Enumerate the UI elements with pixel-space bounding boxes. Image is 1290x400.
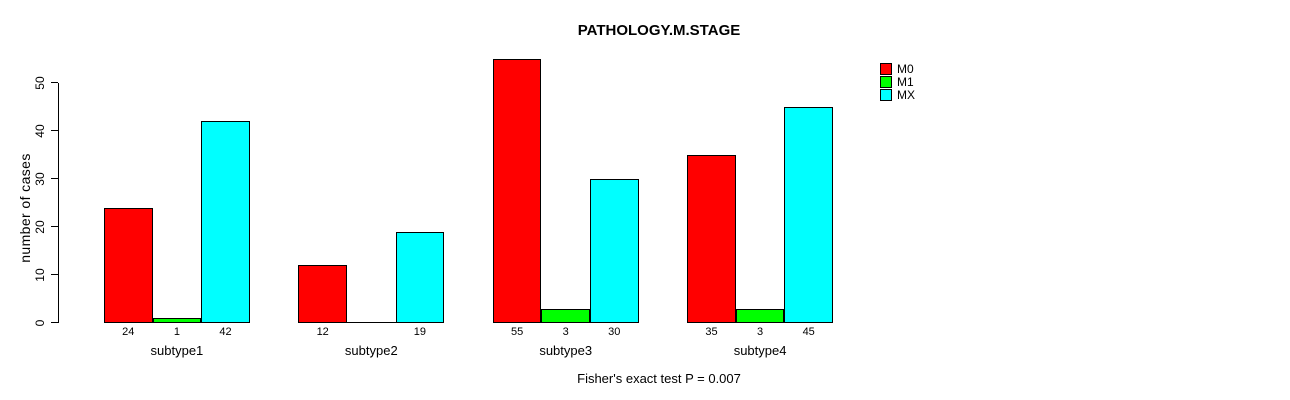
legend-swatch-mx [880, 88, 892, 101]
y-tick-label: 10 [33, 268, 47, 282]
y-tick-label: 40 [33, 124, 47, 138]
y-tick-label: 50 [33, 76, 47, 90]
y-tick [51, 130, 58, 131]
legend-item-m0: M0 [880, 62, 915, 75]
bar-subtype2-m0 [298, 265, 347, 323]
y-tick [51, 82, 58, 83]
legend-item-mx: MX [880, 88, 915, 101]
bar-subtype3-mx [590, 179, 639, 323]
bar-subtype4-mx [784, 107, 833, 323]
bar-subtype4-m1 [735, 308, 785, 323]
y-axis-title: number of cases [17, 153, 33, 263]
legend-swatch-m1 [880, 75, 892, 88]
bar-value-label: 35 [705, 326, 718, 338]
legend: M0 M1 MX [880, 62, 915, 101]
legend-label-mx: MX [897, 87, 915, 102]
bar-subtype1-m0 [104, 207, 153, 323]
bar-value-label: 24 [122, 326, 135, 338]
legend-swatch-m0 [880, 62, 892, 75]
y-tick [51, 274, 58, 275]
bar-value-label: 3 [562, 326, 569, 338]
category-label-subtype4: subtype4 [733, 343, 787, 358]
y-tick-label: 0 [33, 319, 47, 327]
chart-title: PATHOLOGY.M.STAGE [577, 22, 741, 39]
bar-value-label: 55 [510, 326, 524, 338]
bar-value-label: 12 [316, 326, 329, 338]
bar-value-label: 30 [608, 326, 621, 338]
y-tick-label: 30 [33, 172, 47, 186]
bar-subtype4-m0 [687, 155, 736, 323]
bar-subtype3-m0 [492, 59, 542, 323]
y-tick [51, 178, 58, 179]
category-label-subtype1: subtype1 [150, 343, 204, 358]
legend-item-m1: M1 [880, 75, 915, 88]
y-tick [51, 322, 58, 323]
category-label-subtype2: subtype2 [344, 343, 398, 358]
bar-value-label: 42 [219, 326, 232, 338]
bar-value-label: 19 [413, 326, 427, 338]
y-tick-label: 20 [33, 220, 47, 234]
bar-value-label: 3 [757, 326, 764, 338]
bar-subtype1-m1 [152, 318, 202, 323]
legend-label-m1: M1 [897, 74, 914, 89]
category-label-subtype3: subtype3 [539, 343, 593, 358]
bar-subtype1-mx [201, 121, 250, 323]
bar-subtype2-m1-zero [347, 322, 396, 323]
bar-value-label: 45 [802, 326, 815, 338]
bar-subtype2-mx [395, 231, 445, 323]
bar-value-label: 1 [173, 326, 180, 338]
legend-label-m0: M0 [897, 61, 914, 76]
y-axis-line [58, 83, 59, 323]
y-tick [51, 226, 58, 227]
annotation-text: Fisher's exact test P = 0.007 [577, 371, 741, 386]
bar-subtype3-m1 [541, 308, 590, 323]
